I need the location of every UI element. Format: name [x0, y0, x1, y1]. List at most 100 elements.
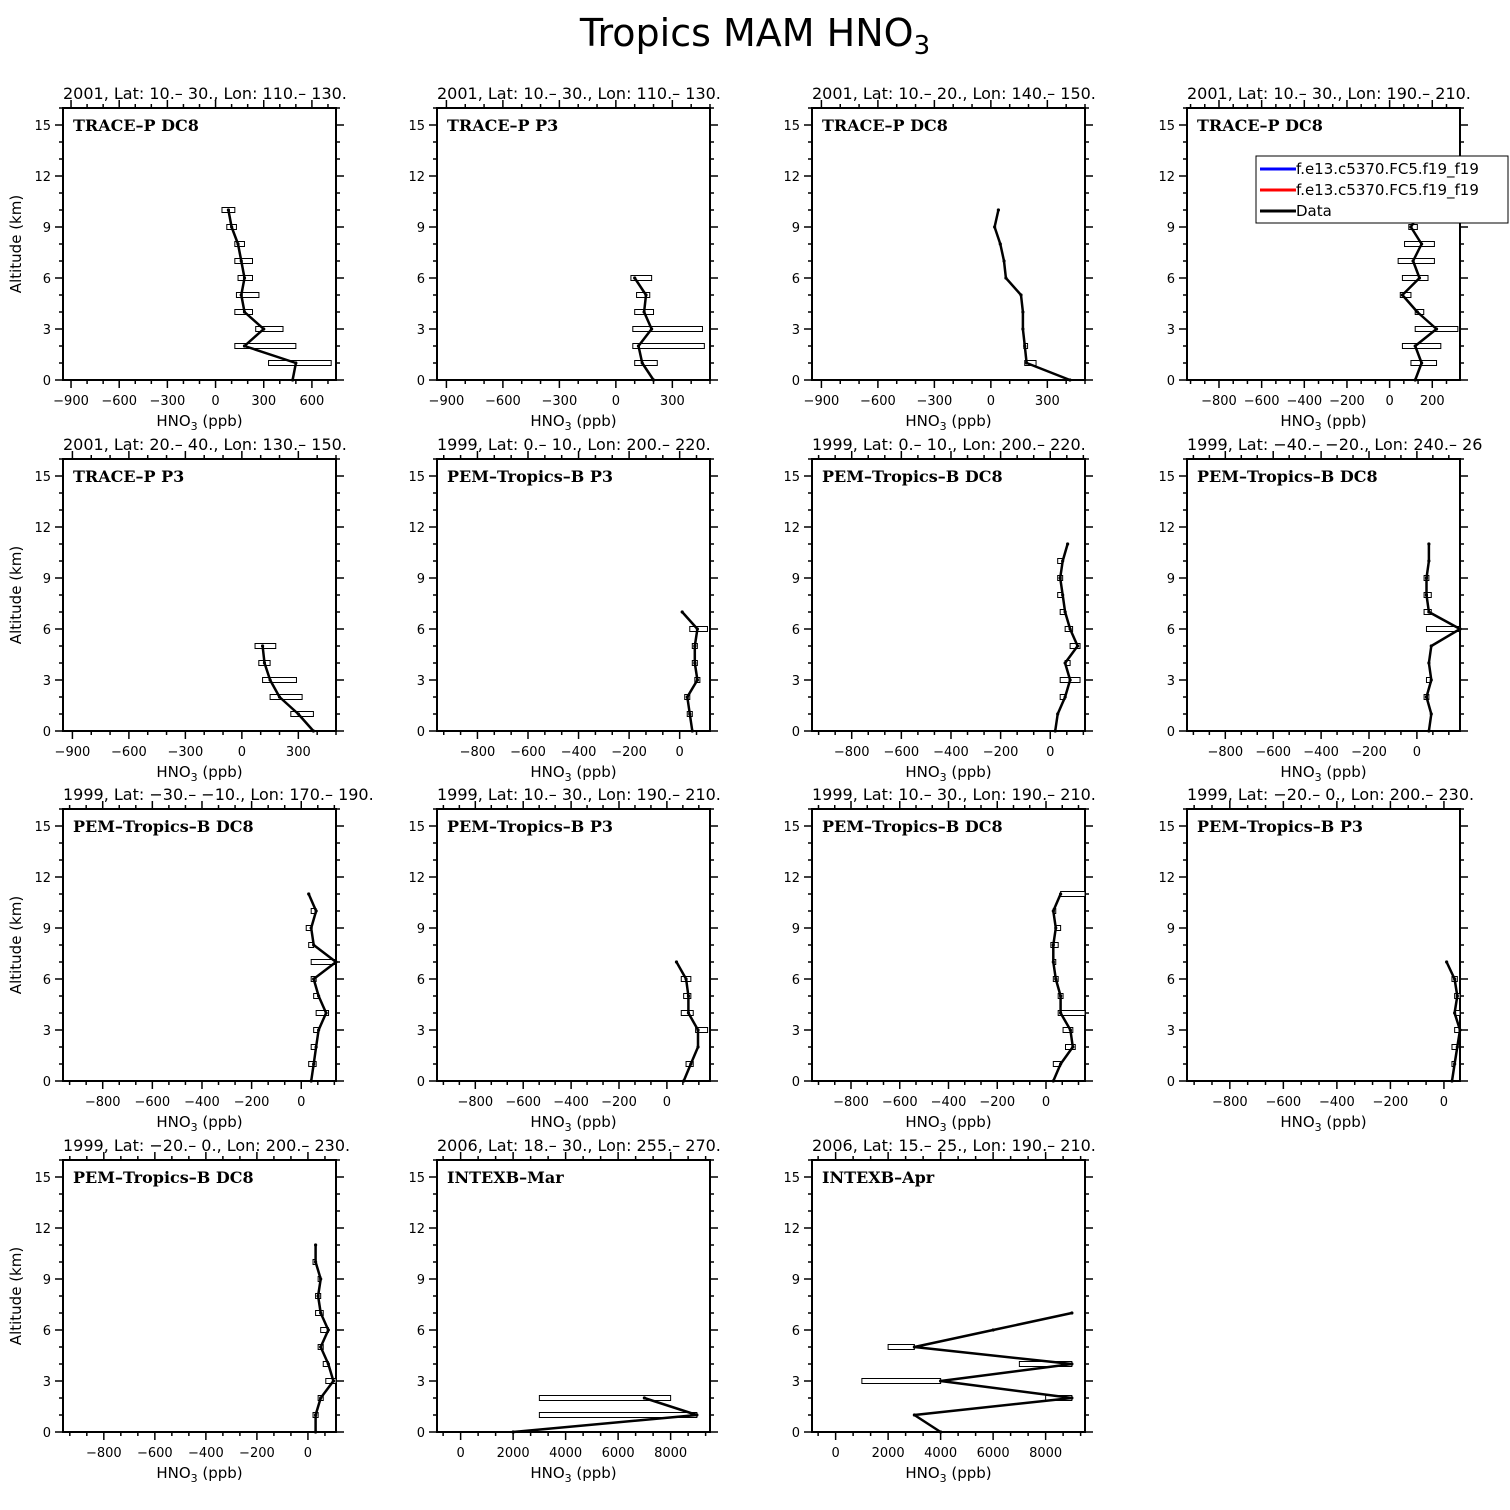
- legend-label: Data: [1296, 202, 1332, 220]
- data-point: [685, 695, 689, 699]
- range-box: [538, 1395, 672, 1401]
- y-tick-label: 12: [1158, 871, 1175, 886]
- panel-title: 2006, Lat: 18.– 30., Lon: 255.– 270.: [437, 1136, 721, 1155]
- data-point: [682, 1079, 686, 1083]
- x-axis-label: HNO3 (ppb): [530, 1113, 616, 1134]
- x-axis-label-unit: (ppb): [572, 763, 617, 781]
- range-box: [632, 343, 705, 349]
- range-box: [315, 1010, 330, 1016]
- y-tick-label: 12: [783, 871, 800, 886]
- panel-9: 1999, Lat: −30.– −10., Lon: 170.– 190. PE…: [7, 785, 374, 1134]
- x-tick-label: −600: [1244, 394, 1280, 409]
- y-tick-label: 0: [1167, 374, 1175, 389]
- x-axis-label: HNO3 (ppb): [905, 1464, 991, 1485]
- y-tick-label: 3: [417, 323, 425, 338]
- data-point: [1420, 361, 1424, 365]
- data-point: [307, 892, 311, 896]
- panel-title: 1999, Lat: −20.– 0., Lon: 200.– 230.: [1187, 785, 1474, 804]
- chart-title-sub: 3: [914, 31, 931, 61]
- x-axis-label-unit: (ppb): [947, 412, 992, 430]
- y-axis-label: Altitude (km): [7, 896, 25, 994]
- data-point: [688, 712, 692, 716]
- y-tick-label: 12: [408, 521, 425, 536]
- data-point: [1420, 242, 1424, 246]
- y-tick-label: 9: [417, 1273, 425, 1288]
- range-box: [268, 360, 332, 366]
- x-tick-label: −600: [1265, 1095, 1301, 1110]
- data-point: [294, 361, 298, 365]
- plot-frame: [436, 107, 711, 381]
- y-tick-label: 3: [43, 1024, 51, 1039]
- campaign-label: PEM–Tropics–B DC8: [822, 817, 1003, 836]
- data-point: [1054, 926, 1058, 930]
- x-axis-label-unit: (ppb): [198, 1113, 243, 1131]
- data-point: [939, 1430, 943, 1434]
- range-box: [1410, 360, 1438, 366]
- x-tick-label: −600: [882, 1095, 918, 1110]
- data-point: [1051, 909, 1055, 913]
- y-axis-label: Altitude (km): [7, 195, 25, 293]
- x-tick-label: −900: [429, 394, 465, 409]
- data-point: [1453, 977, 1457, 981]
- panel-title: 2006, Lat: 15.– 25., Lon: 190.– 210.: [812, 1136, 1096, 1155]
- x-axis-label: HNO3 (ppb): [1280, 412, 1366, 433]
- y-tick-label: 9: [1167, 221, 1175, 236]
- campaign-label: TRACE–P DC8: [1197, 116, 1323, 135]
- campaign-label: PEM–Tropics–B DC8: [1197, 467, 1378, 486]
- data-point: [1019, 293, 1023, 297]
- y-tick-label: 3: [792, 1375, 800, 1390]
- data-point: [633, 276, 637, 280]
- y-tick-label: 12: [408, 170, 425, 185]
- data-point: [311, 729, 316, 733]
- y-tick-label: 12: [34, 170, 51, 185]
- range-box: [1060, 891, 1086, 897]
- data-point: [1458, 627, 1462, 631]
- data-point: [640, 361, 644, 365]
- x-tick-label: −200: [234, 1095, 270, 1110]
- data-point: [511, 1430, 515, 1434]
- y-tick-label: 15: [408, 119, 425, 134]
- panel-15: 2006, Lat: 15.– 25., Lon: 190.– 210. INTE…: [783, 1136, 1095, 1485]
- x-axis-label-unit: (ppb): [572, 1464, 617, 1482]
- x-axis-label-main: HNO: [156, 1464, 190, 1482]
- x-tick-label: 0: [612, 394, 620, 409]
- panel-title: 2001, Lat: 20.– 40., Lon: 130.– 150.: [63, 435, 347, 454]
- x-axis-label-main: HNO: [1280, 1113, 1314, 1131]
- data-point: [674, 960, 679, 964]
- x-tick-label: −400: [1286, 394, 1322, 409]
- x-axis-label-sub: 3: [191, 1472, 198, 1485]
- data-point: [1429, 678, 1433, 682]
- y-tick-label: 3: [1167, 1024, 1175, 1039]
- x-tick-label: 0: [456, 1446, 464, 1461]
- data-point: [996, 208, 1000, 212]
- campaign-label: TRACE–P P3: [447, 116, 558, 135]
- x-axis-label: HNO3 (ppb): [1280, 1113, 1366, 1134]
- y-tick-label: 0: [43, 374, 51, 389]
- y-tick-label: 6: [792, 1324, 800, 1339]
- panel-14: 2006, Lat: 18.– 30., Lon: 255.– 270. INTE…: [408, 1136, 720, 1485]
- data-point: [1051, 1079, 1055, 1083]
- panel-title: 1999, Lat: −20.– 0., Lon: 200.– 230.: [63, 1136, 350, 1155]
- data-point: [1455, 994, 1459, 998]
- plot-frame: [62, 458, 337, 732]
- panel-title: 1999, Lat: 0.– 10., Lon: 200.– 220.: [812, 435, 1086, 454]
- plot-frame: [811, 1159, 1086, 1433]
- campaign-label: PEM–Tropics–B P3: [1197, 817, 1363, 836]
- legend: f.e13.c5370.FC5.f19_f19 f.e13.c5370.FC5.f…: [1255, 155, 1509, 224]
- x-tick-label: −600: [485, 394, 521, 409]
- data-point: [313, 1260, 318, 1264]
- y-tick-label: 9: [1167, 922, 1175, 937]
- data-point: [1059, 1011, 1063, 1015]
- data-point: [230, 225, 234, 229]
- data-point: [644, 293, 648, 297]
- x-axis-label-sub: 3: [191, 771, 198, 784]
- x-tick-label: −200: [1351, 745, 1387, 760]
- data-point: [1051, 960, 1055, 964]
- x-tick-label: 0: [987, 394, 995, 409]
- y-tick-label: 3: [43, 1375, 51, 1390]
- campaign-label: PEM–Tropics–B P3: [447, 467, 613, 486]
- panel-title: 2001, Lat: 10.– 30., Lon: 110.– 130.: [63, 84, 347, 103]
- y-tick-label: 12: [783, 521, 800, 536]
- range-box: [235, 292, 260, 298]
- data-point: [1021, 327, 1025, 331]
